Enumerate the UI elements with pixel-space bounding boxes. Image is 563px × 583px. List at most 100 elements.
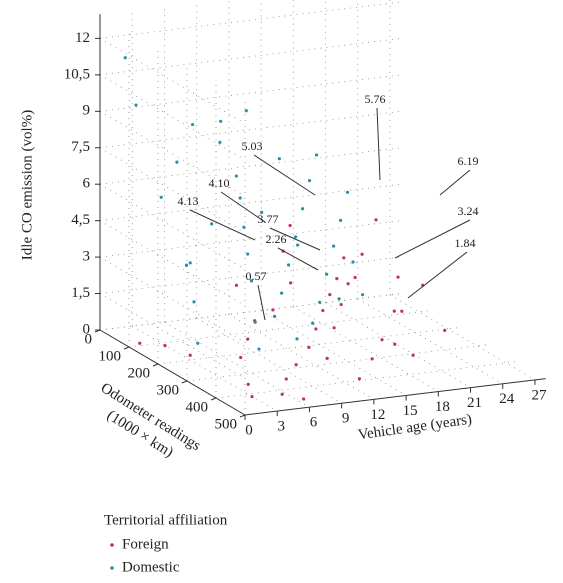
y-tick-label: 500: [215, 416, 238, 432]
point: [400, 309, 404, 313]
point: [293, 235, 298, 239]
annotation: 0.57: [246, 269, 267, 283]
point: [175, 160, 179, 164]
point: [321, 308, 325, 313]
grid-line: [325, 302, 471, 389]
x-tick-label: 21: [467, 395, 482, 411]
point: [188, 261, 192, 265]
grid-line: [99, 74, 401, 112]
x-tick-label: 6: [310, 415, 318, 431]
point: [138, 341, 142, 345]
point: [335, 277, 339, 281]
x-tick-label: 3: [277, 419, 285, 435]
x-tick-label: 12: [370, 407, 385, 423]
annotation-line: [394, 219, 471, 259]
x-tick-label: 27: [531, 387, 547, 403]
point: [260, 210, 264, 215]
point: [244, 109, 248, 113]
point: [234, 174, 238, 178]
point: [339, 302, 343, 307]
point: [192, 300, 196, 304]
annotation: 3.24: [458, 204, 479, 218]
annotation-line: [376, 107, 381, 181]
grid-line: [196, 317, 342, 404]
point: [374, 218, 378, 222]
annotation: 4.13: [178, 194, 199, 208]
x-tick-label: 0: [245, 422, 253, 438]
legend-title: Territorial affiliation: [104, 512, 228, 528]
z-tick-label: 3: [83, 249, 91, 265]
y-tick: [94, 329, 101, 333]
point: [314, 327, 318, 331]
point: [249, 279, 254, 283]
y-axis: [99, 329, 246, 416]
point: [361, 293, 365, 297]
point: [210, 222, 214, 226]
point: [288, 223, 292, 228]
x-tick-label: 18: [435, 399, 450, 415]
point: [296, 243, 300, 247]
legend-marker: [110, 566, 114, 570]
point: [351, 260, 355, 264]
grid-line: [99, 293, 401, 331]
grid-line: [99, 293, 246, 379]
point: [328, 293, 332, 297]
point: [332, 244, 336, 248]
grid-line: [99, 293, 401, 331]
x-tick-label: 9: [342, 411, 350, 427]
point: [134, 103, 138, 107]
point: [325, 272, 329, 276]
point: [307, 345, 311, 349]
grid-line: [389, 294, 536, 381]
point: [380, 338, 384, 342]
point: [332, 326, 336, 330]
annotation: 5.76: [365, 92, 386, 106]
annotation: 6.19: [458, 154, 479, 168]
grid-line: [228, 314, 375, 400]
grid-line: [99, 38, 401, 76]
point: [163, 344, 167, 348]
annotation: 4.10: [209, 176, 230, 190]
annotation-line: [220, 191, 266, 223]
point: [280, 392, 284, 396]
legend-marker: [110, 543, 114, 547]
y-tick: [152, 363, 159, 367]
grid-line: [99, 1, 401, 39]
point: [280, 291, 284, 295]
point: [271, 308, 275, 312]
y-tick-label: 200: [128, 365, 151, 381]
point: [246, 252, 250, 256]
annotation-line: [269, 227, 321, 251]
point: [123, 56, 127, 60]
z-tick-label: 10,5: [64, 66, 90, 82]
point: [219, 119, 223, 123]
y-tick: [181, 380, 188, 384]
point: [357, 377, 361, 381]
legend-label: Foreign: [122, 536, 169, 552]
grid-line: [99, 183, 401, 222]
point: [246, 337, 250, 341]
grid-line: [215, 361, 517, 399]
z-tick-label: 4,5: [71, 212, 90, 228]
point: [360, 252, 364, 256]
grid-line: [99, 74, 246, 161]
grid-line: [157, 327, 459, 365]
z-tick-label: 6: [83, 176, 91, 192]
z-tick-label: 7,5: [71, 139, 90, 155]
point: [273, 314, 277, 318]
annotation: 1.84: [455, 236, 476, 250]
grid-line: [260, 310, 407, 396]
point: [307, 179, 312, 183]
point: [342, 256, 346, 260]
grid-line: [99, 256, 246, 343]
z-tick-label: 12: [75, 30, 90, 46]
point: [311, 321, 315, 325]
point: [318, 300, 322, 304]
x-axis: [244, 378, 546, 416]
grid-line: [186, 344, 488, 382]
y-tick: [123, 346, 130, 350]
x-tick-label: 24: [499, 391, 515, 407]
point: [338, 218, 343, 222]
y-tick: [210, 397, 217, 401]
annotation-line: [189, 209, 256, 241]
